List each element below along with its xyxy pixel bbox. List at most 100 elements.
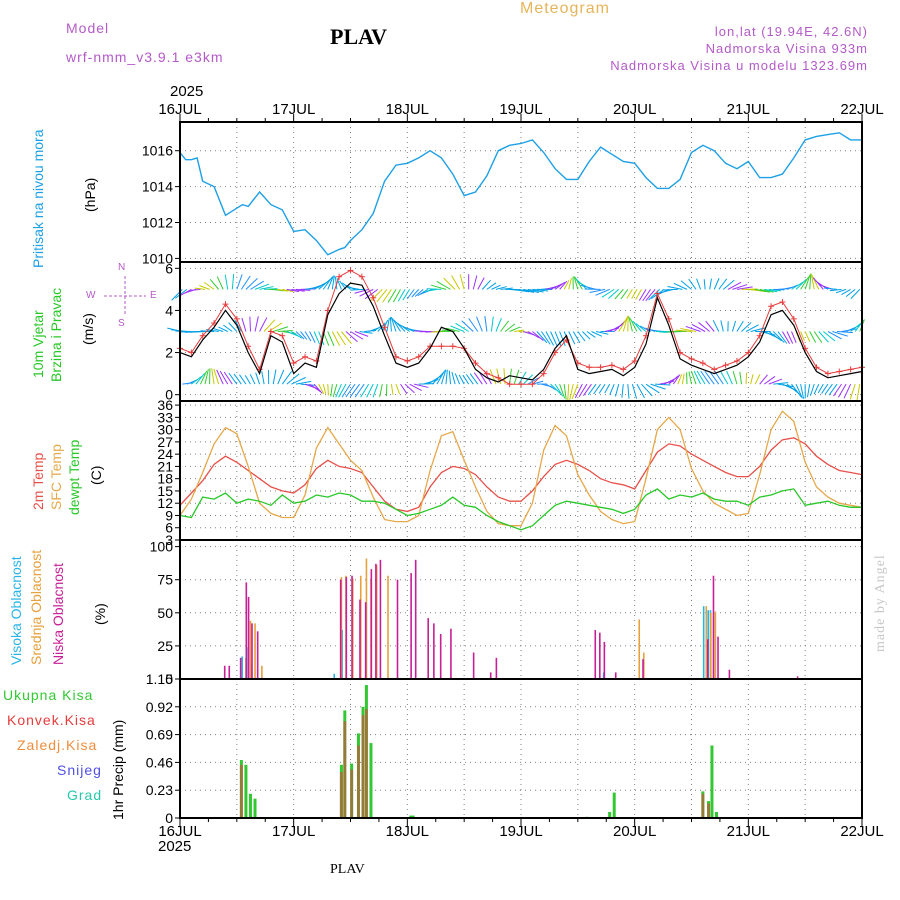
wind-vector [417,288,429,297]
wind-vector [286,288,300,293]
wind-vector [768,288,781,292]
wind-vector [772,331,785,343]
wind-vector [527,288,544,293]
wind-vector [690,370,697,385]
precip-bar [239,764,243,818]
wind-vector [254,316,259,332]
footer-station: PLAV [330,862,365,877]
wind-vector [571,383,579,400]
compass-arrows [104,276,146,316]
cloud-bar [345,577,348,679]
wind-vector [586,331,596,338]
cloud-bar [614,672,617,679]
cloud-bar [364,602,367,679]
precip-bar [248,793,252,818]
wind-vector [350,288,365,291]
wind-vector [234,319,242,332]
wind-vector [569,384,574,400]
wind-vector [341,383,351,398]
wind-vector [726,370,733,385]
wind-vector [491,284,501,290]
y-tick-label: 24 [157,446,173,462]
wind-vector [244,375,251,385]
wind-vector [263,319,276,332]
x-tick-label-top: 17JUL [272,101,315,118]
wind-vector [372,383,379,398]
cloud-bar [223,665,226,679]
wind-vector [739,371,743,385]
wind-vector [204,369,209,385]
cloud-bar [375,563,377,679]
wind-vector [593,383,601,395]
wind-vector [595,331,609,335]
model-label: Model [66,20,110,36]
cloud-bar [245,582,248,679]
wind-vector [578,383,588,398]
product-title: Meteogram [520,0,610,17]
precip-bar [707,803,711,818]
x-tick-label-top: 20JUL [613,101,656,118]
wind-vector [219,370,229,385]
wind-vector [389,316,392,332]
wind-vector [696,278,702,290]
wind-vector [331,331,341,346]
wind-vector [175,288,188,299]
cloud-bar [359,599,361,679]
wind-vector [618,317,628,332]
wind-vector [372,325,383,332]
wind-vector [680,327,697,332]
wind-vector [677,374,683,385]
cloud-bar [710,612,712,679]
wind-vector [574,383,583,399]
y-tick-label: 3 [165,532,173,548]
wind-vector [240,275,251,290]
wind-vector [718,278,728,290]
y-tick-label: 0 [165,671,173,687]
wind-vector [359,331,373,334]
x-tick-label-bottom: 22JUL [840,823,883,840]
x-tick-label-bottom: 16JUL [158,823,201,840]
wind-vector [199,285,210,290]
wind-vector [572,331,581,344]
cloud-bar [472,652,475,679]
wind-vector [856,384,861,401]
wind-vector [282,288,294,293]
wind-vector [589,288,606,293]
model-elevation-label: Nadmorska Visina u modelu 1323.69m [610,58,868,73]
wind-vector [341,331,352,344]
wind-vector [486,282,497,290]
wind-vector [554,281,566,290]
cloud-bar [642,659,644,679]
wind-vector [495,318,502,332]
wind-vector [331,275,335,290]
wind-vector [477,277,485,290]
cloud-bar [379,559,382,679]
wind-vector [635,323,647,332]
wind-vector [448,370,452,385]
model-name: wrf-nmm_v3.9.1 e3km [66,49,224,65]
precip-legend-snow: Snijeg [57,762,102,778]
wind-vector [255,372,261,385]
wind-vector [628,316,633,332]
wind-vector [732,284,748,290]
precip-bar [356,745,360,818]
precip-bar [350,769,354,818]
wind-vector [431,372,444,385]
wind-vector [489,369,497,385]
wind-vector [833,383,842,397]
wind-vector [523,288,539,293]
x-tick-label-bottom: 17JUL [272,823,315,840]
cloud-bar [439,633,442,679]
cloud-bar [712,575,715,679]
wind-vector [514,329,525,332]
cloud-bar [249,620,252,679]
wind-vector [295,288,311,291]
y-tick-label: 75 [157,572,173,588]
wind-vector [216,276,224,290]
wind-vector [587,383,597,396]
wind-vector [849,383,856,400]
wind-vector [809,383,815,396]
wind-vector [650,383,666,390]
wind-vector [838,383,847,398]
wind-vector [335,383,342,398]
